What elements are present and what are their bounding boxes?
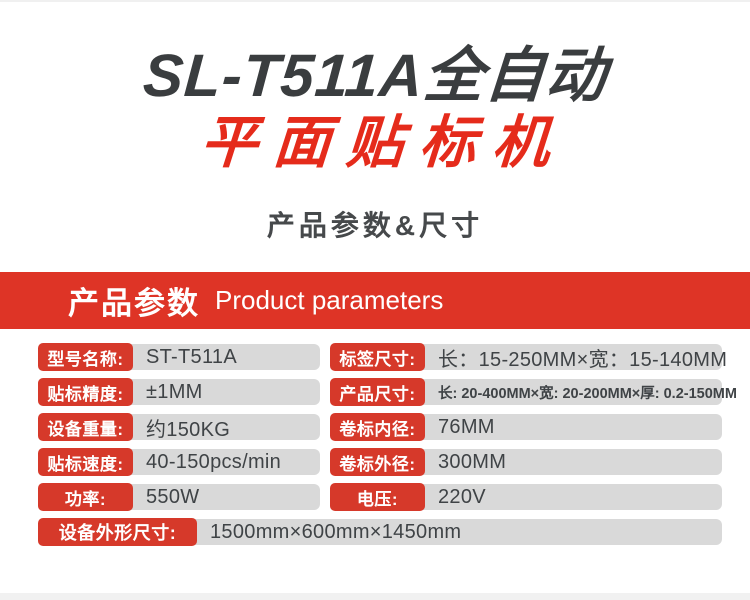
- product-title-model: SL-T511A全自动: [141, 42, 610, 109]
- spec-label: 卷标内径:: [330, 413, 425, 441]
- spec-column-right: 标签尺寸: 长：15-250MM×宽：15-140MM 产品尺寸: 长: 20-…: [330, 343, 737, 511]
- spec-row-model: 型号名称: ST-T511A: [38, 343, 320, 371]
- spec-row-weight: 设备重量: 约150KG: [38, 413, 320, 441]
- spec-row-roll-inner: 卷标内径: 76MM: [330, 413, 722, 441]
- spec-value: 550W: [146, 485, 200, 508]
- spec-label: 设备外形尺寸:: [38, 518, 197, 546]
- spec-value: 76MM: [438, 415, 495, 438]
- spec-row-dimensions-wrap: 设备外形尺寸: 1500mm×600mm×1450mm: [38, 518, 722, 546]
- banner-title-en: Product parameters: [215, 285, 444, 315]
- banner-title-cn: 产品参数: [68, 286, 200, 321]
- spec-value: 长：15-250MM×宽：15-140MM: [438, 348, 728, 371]
- spec-value: ±1MM: [146, 380, 203, 403]
- spec-row-voltage: 电压: 220V: [330, 483, 722, 511]
- spec-row-label-size: 标签尺寸: 长：15-250MM×宽：15-140MM: [330, 343, 727, 371]
- spec-label: 贴标速度:: [38, 448, 133, 476]
- spec-value: 40-150pcs/min: [146, 450, 282, 473]
- spec-column-left: 型号名称: ST-T511A 贴标精度: ±1MM 设备重量: 约150KG 贴…: [38, 343, 320, 511]
- spec-row-product-size: 产品尺寸: 长: 20-400MM×宽: 20-200MM×厚: 0.2-150…: [330, 378, 737, 406]
- spec-row-speed: 贴标速度: 40-150pcs/min: [38, 448, 320, 476]
- spec-label: 贴标精度:: [38, 378, 133, 406]
- page-bottom-border: [0, 593, 750, 600]
- spec-value: 约150KG: [146, 418, 231, 441]
- spec-value: 300MM: [438, 450, 507, 473]
- spec-row-dimensions: 设备外形尺寸: 1500mm×600mm×1450mm: [38, 518, 722, 546]
- spec-row-accuracy: 贴标精度: ±1MM: [38, 378, 320, 406]
- spec-value: 长: 20-400MM×宽: 20-200MM×厚: 0.2-150MM: [438, 385, 737, 402]
- spec-label: 设备重量:: [38, 413, 133, 441]
- spec-label: 产品尺寸:: [330, 378, 425, 406]
- product-title-name: 平面贴标机: [198, 111, 568, 175]
- spec-row-power: 功率: 550W: [38, 483, 320, 511]
- section-subtitle: 产品参数&尺寸: [266, 210, 484, 241]
- spec-row-roll-outer: 卷标外径: 300MM: [330, 448, 722, 476]
- spec-label: 标签尺寸:: [330, 343, 425, 371]
- spec-value: ST-T511A: [146, 345, 237, 368]
- spec-label: 型号名称:: [38, 343, 133, 371]
- parameters-banner: 产品参数 Product parameters: [0, 272, 750, 329]
- spec-label: 功率:: [38, 483, 133, 511]
- page-top-border: [0, 0, 750, 2]
- spec-value: 220V: [438, 485, 486, 508]
- spec-label: 卷标外径:: [330, 448, 425, 476]
- spec-value: 1500mm×600mm×1450mm: [210, 520, 462, 543]
- spec-label: 电压:: [330, 483, 425, 511]
